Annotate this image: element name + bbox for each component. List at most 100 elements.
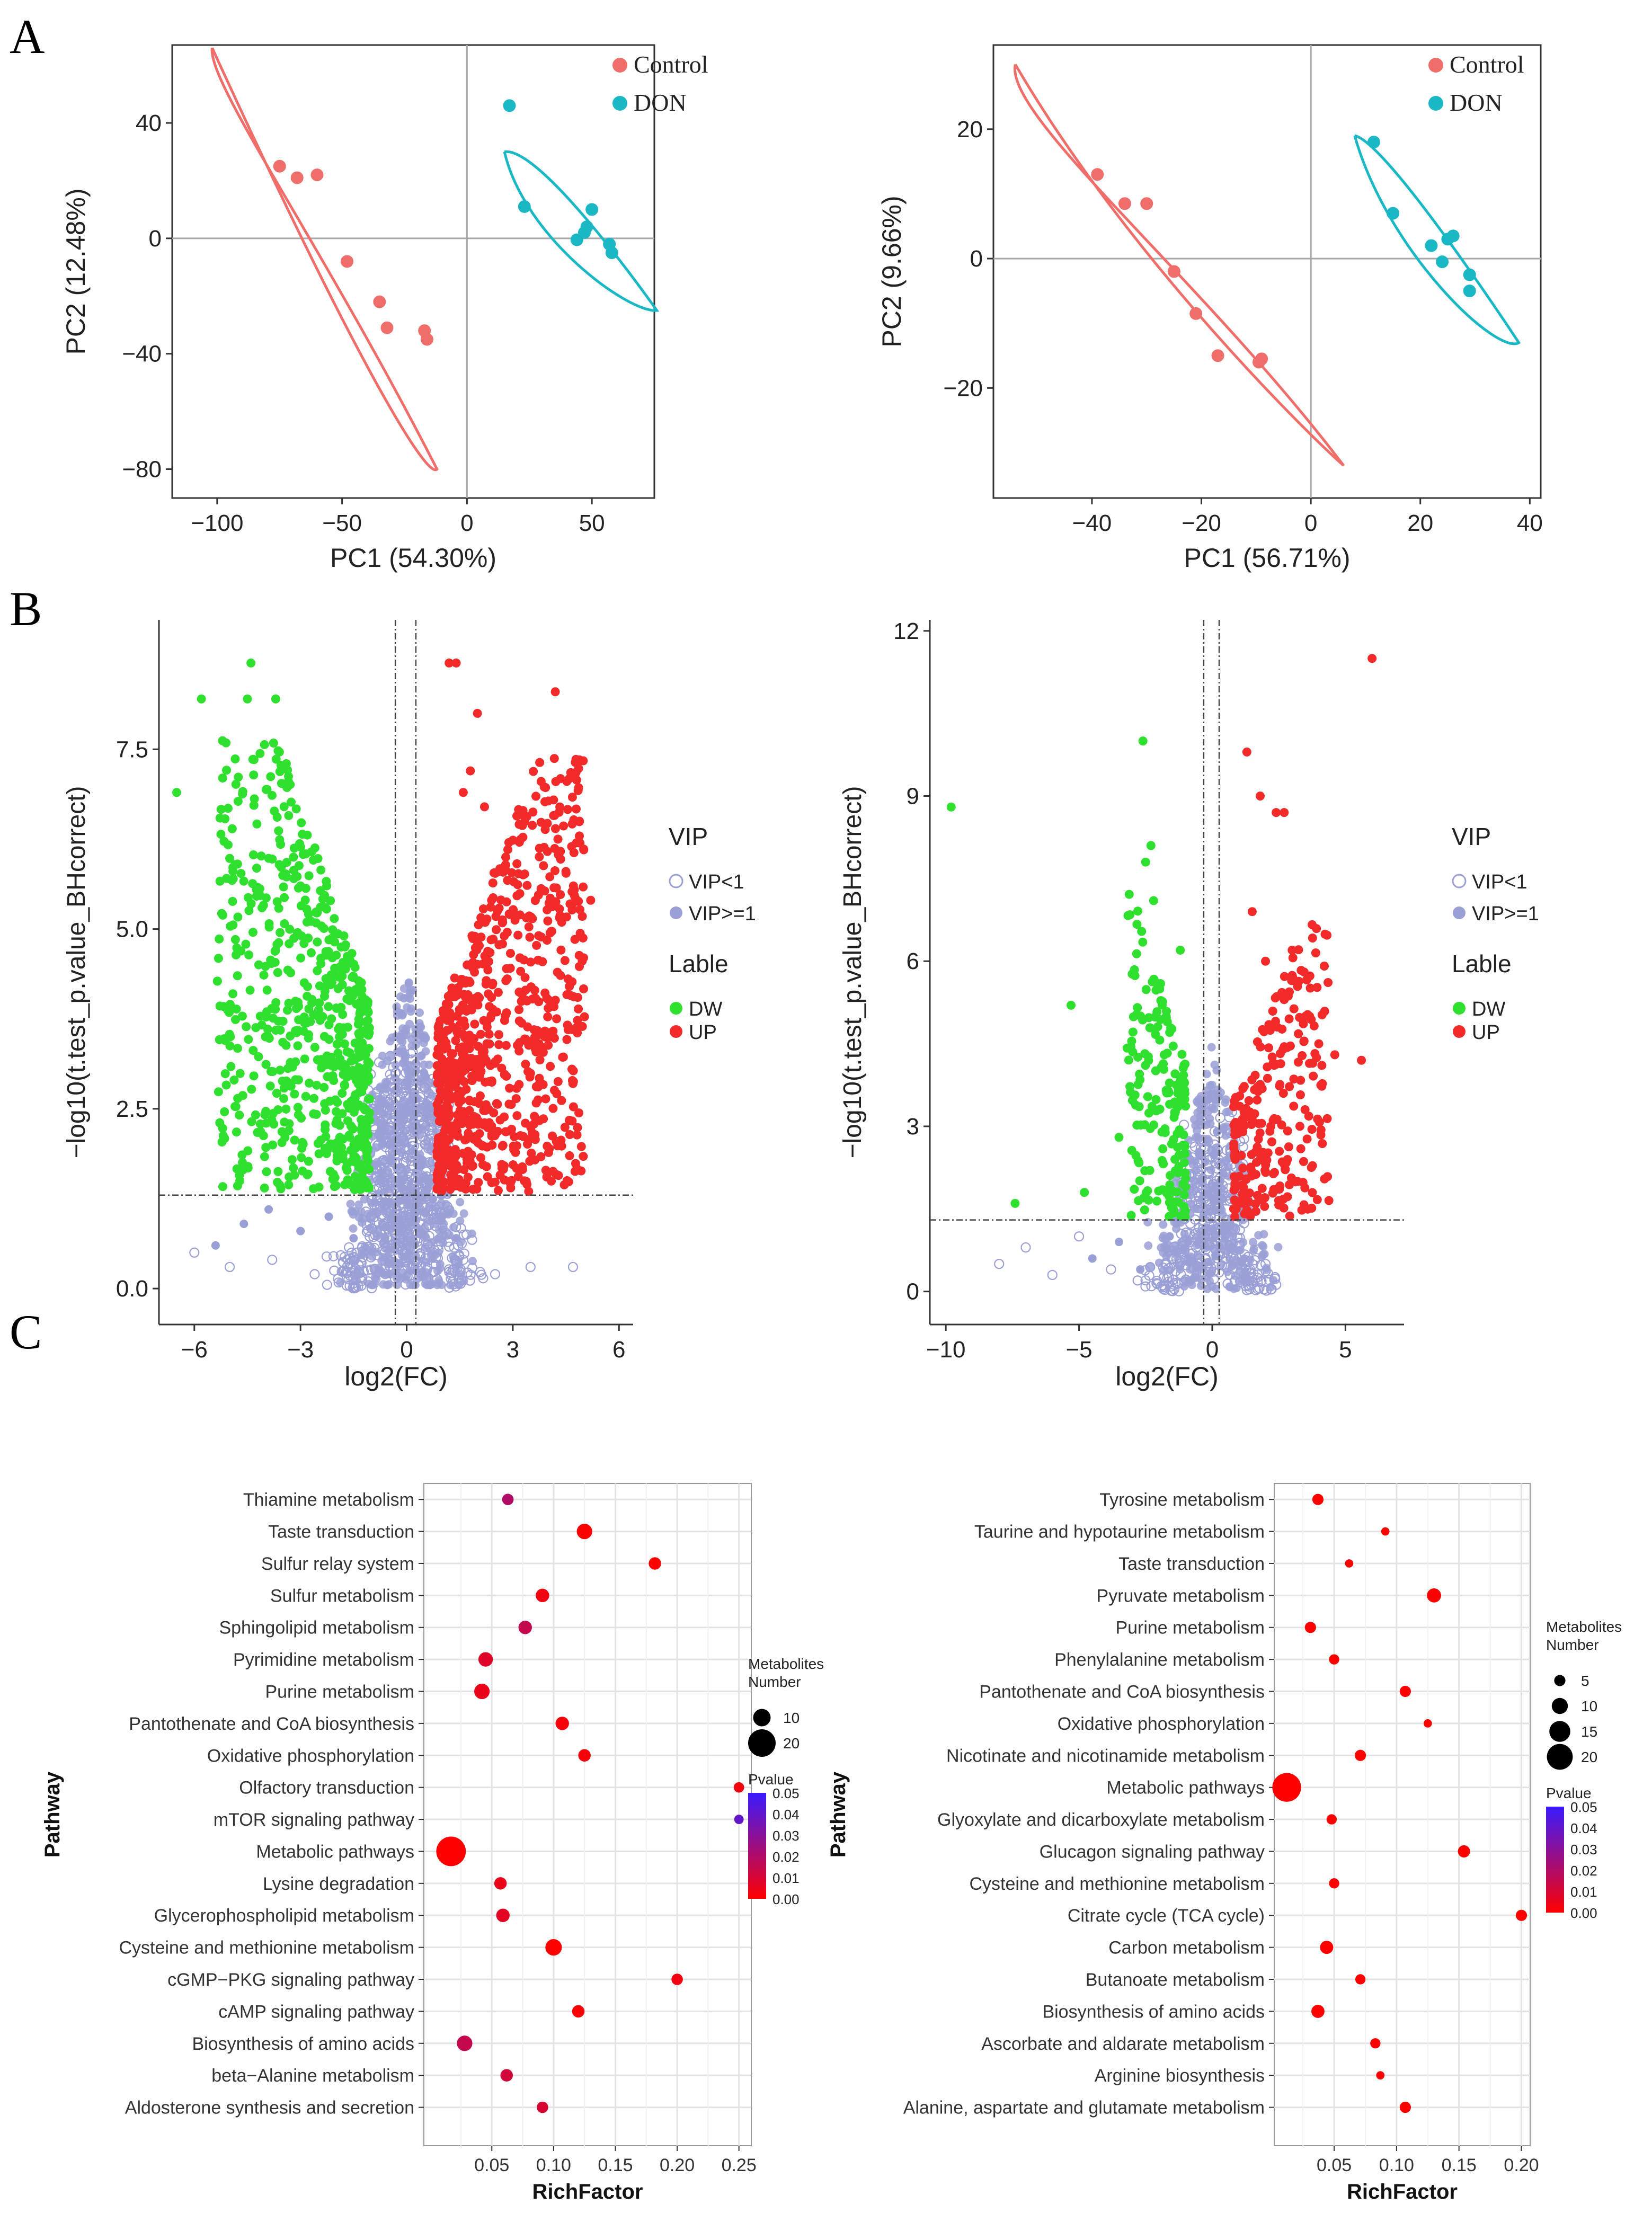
point-up: [502, 974, 512, 984]
point-up: [1262, 1156, 1272, 1165]
point-up: [556, 855, 565, 864]
point-dw: [1133, 1003, 1142, 1012]
point-vip-ge1: [1196, 1178, 1205, 1187]
point-dw: [358, 1026, 367, 1036]
point-up: [445, 1080, 455, 1090]
point-up: [448, 1023, 457, 1032]
pathway-label: Taurine and hypotaurine metabolism: [974, 1522, 1265, 1542]
point-up: [498, 939, 507, 949]
bubble-cgmp-pkg-signaling-pathway: [671, 1974, 683, 1985]
point-up: [1260, 1166, 1270, 1175]
point-dw: [307, 847, 316, 857]
point-dw: [216, 805, 226, 814]
x-axis-label: log2(FC): [1115, 1362, 1218, 1391]
point-dw: [1131, 1100, 1140, 1110]
point-up: [1307, 1125, 1317, 1134]
point-dw: [1168, 1042, 1178, 1051]
point-up: [1257, 1118, 1266, 1128]
point-dw: [279, 1083, 289, 1093]
point-vip-ge1: [453, 1262, 462, 1271]
bubble-sulfur-relay-system: [649, 1557, 661, 1570]
point-up: [493, 1186, 503, 1195]
point-vip-ge1: [1228, 1232, 1237, 1241]
point-up: [491, 1130, 500, 1139]
point-up: [501, 860, 510, 869]
point-dw: [360, 1180, 369, 1189]
point-dw: [291, 1075, 300, 1085]
point-vip-ge1: [406, 1096, 415, 1105]
point-vip-ge1: [369, 1207, 378, 1216]
point-up: [524, 1187, 534, 1196]
point-vip-ge1: [1194, 1250, 1203, 1259]
point-up: [562, 777, 572, 786]
point-dw: [319, 923, 328, 933]
point-vip-ge1: [421, 1231, 430, 1240]
point-vip-ge1: [374, 1098, 383, 1107]
point-vip-ge1: [1229, 1284, 1238, 1293]
point-control: [1211, 349, 1224, 362]
point-dw: [237, 1011, 247, 1021]
point-up: [514, 838, 524, 847]
point-vip-ge1: [1210, 1060, 1219, 1069]
point-vip-ge1: [370, 1198, 379, 1207]
kegg-bubble-plot-left: Thiamine metabolism Taste transduction Sul…: [41, 1483, 824, 2203]
point-dw: [321, 1120, 330, 1130]
point-dw: [286, 780, 295, 789]
color-legend-label: 0.01: [1570, 1884, 1597, 1900]
point-dw: [330, 1173, 340, 1183]
x-tick-label: 0.15: [1442, 2155, 1477, 2175]
point-dw: [363, 1065, 372, 1074]
point-vip-ge1: [419, 1080, 428, 1089]
point-dw: [284, 811, 294, 820]
point-up: [1312, 1053, 1321, 1062]
x-tick-label: 5: [1339, 1337, 1352, 1363]
point-vip-ge1: [1143, 1217, 1152, 1226]
point-up: [579, 984, 589, 993]
point-up: [580, 1012, 589, 1021]
point-up: [1275, 1080, 1285, 1089]
point-vip-lt1: [1047, 1269, 1058, 1281]
point-dw: [350, 988, 359, 998]
point-dw: [296, 881, 305, 891]
point-dw: [304, 1004, 314, 1014]
point-dw: [229, 1076, 239, 1085]
point-up: [574, 962, 584, 971]
point-up: [445, 1056, 455, 1066]
legend-label-vip-ge1: VIP>=1: [1472, 903, 1539, 925]
pathway-label: Phenylalanine metabolism: [1054, 1650, 1265, 1670]
point-dw: [230, 935, 240, 944]
point-vip-ge1: [370, 1264, 379, 1273]
point-up: [547, 927, 556, 936]
point-up: [1317, 1010, 1327, 1019]
point-dw: [300, 1054, 309, 1064]
legend-marker-vip-lt1: [669, 874, 683, 888]
pathway-label: Cysteine and methionine metabolism: [969, 1874, 1265, 1894]
point-vip-ge1: [1216, 1177, 1225, 1186]
pathway-label: Aldosterone synthesis and secretion: [125, 2098, 414, 2118]
size-legend-title-line2: Number: [748, 1674, 801, 1690]
point-up: [486, 1013, 495, 1023]
point-vip-ge1: [1207, 1080, 1216, 1089]
confidence-ellipse-control: [210, 47, 439, 472]
point-dw: [274, 903, 283, 913]
point-dw: [274, 748, 284, 757]
point-up: [570, 885, 579, 895]
point-up: [1238, 1163, 1248, 1173]
point-vip-ge1: [381, 1234, 390, 1243]
point-up: [451, 658, 461, 668]
point-dw: [274, 826, 283, 836]
legend-title-vip: VIP: [669, 823, 708, 850]
point-up: [556, 945, 566, 955]
pathway-label: Biosynthesis of amino acids: [1042, 2002, 1265, 2022]
point-dw: [226, 1062, 236, 1071]
bubble-pantothenate-and-coa-biosynthesis: [1399, 1685, 1411, 1697]
point-up: [488, 979, 498, 988]
point-dw: [233, 859, 242, 869]
point-up: [551, 777, 561, 786]
point-up: [442, 1008, 452, 1017]
point-up: [512, 1111, 522, 1121]
point-dw: [358, 1038, 367, 1047]
point-vip-ge1: [430, 1202, 439, 1211]
bubble-metabolic-pathways: [436, 1836, 466, 1867]
point-up: [1289, 1074, 1299, 1084]
